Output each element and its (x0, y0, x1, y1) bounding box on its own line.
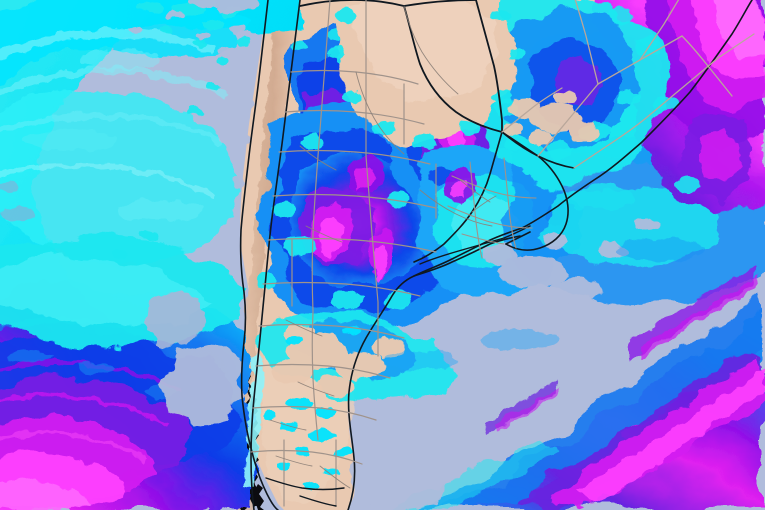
chile-pacific-coastline (239, 0, 279, 510)
uruguay-brazil-border (501, 131, 569, 251)
brazil-state-borders (501, 0, 755, 169)
paraguay-brazil-border (475, 0, 503, 133)
pacific-clear-wedge (146, 292, 240, 428)
argentina-province-borders (250, 0, 437, 507)
far-south-clear-region (348, 438, 448, 510)
cloud-fine-mottling (24, 50, 704, 370)
uruguay-coastline (505, 231, 531, 245)
map-overlay-lines (239, 0, 755, 510)
river-network (269, 5, 497, 489)
argentina-north-border (299, 0, 405, 7)
plata-north-shore (419, 225, 531, 265)
uruguay-department-borders (447, 157, 537, 259)
argentina-paraguay-border (403, 5, 503, 133)
paraguay-north-border (403, 0, 477, 7)
north-argentina-clear-window (328, 0, 524, 149)
atlantic-coastline (347, 0, 753, 510)
chile-argentina-border (250, 0, 301, 510)
south-brazil-coast-cloud (478, 0, 672, 186)
rio-de-la-plata-estuary (413, 235, 521, 277)
tierra-del-fuego-coast (265, 477, 345, 507)
